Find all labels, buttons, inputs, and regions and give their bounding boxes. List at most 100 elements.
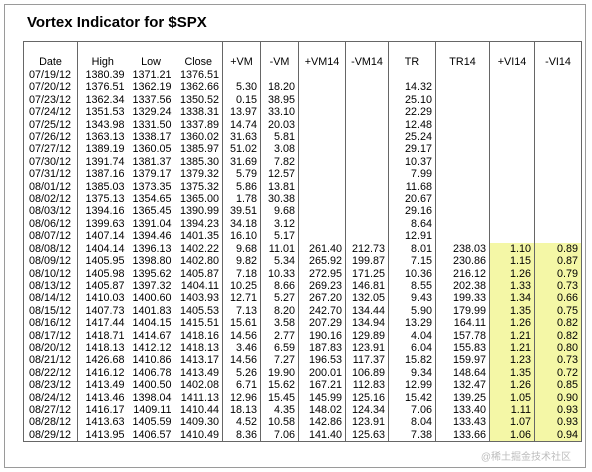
table-row: 08/07/12 1407.14 1394.46 1401.35 16.10 5.17 12… xyxy=(23,230,582,243)
value-cell: 1413.46 xyxy=(77,391,128,404)
value-cell xyxy=(435,93,490,107)
value-cell xyxy=(298,180,346,194)
value-cell: 1410.44 xyxy=(179,403,219,416)
date-cell: 07/19/12 xyxy=(23,69,78,82)
value-cell xyxy=(345,217,389,231)
value-cell: 1400.50 xyxy=(132,379,172,392)
value-cell xyxy=(534,131,582,144)
value-cell xyxy=(298,118,346,132)
value-cell: 8.20 xyxy=(260,304,299,318)
value-cell: 5.79 xyxy=(222,168,261,181)
value-cell: 9.43 xyxy=(388,292,436,305)
value-cell: 1389.19 xyxy=(77,143,128,156)
value-cell: 1354.65 xyxy=(132,193,172,206)
table-row: 08/15/12 1407.73 1401.83 1405.53 7.13 8.20 242… xyxy=(23,304,582,318)
date-cell: 08/24/12 xyxy=(23,391,78,404)
value-cell: 7.99 xyxy=(388,168,436,181)
value-cell xyxy=(534,230,582,243)
value-cell xyxy=(298,131,346,144)
value-cell: 1.06 xyxy=(489,428,535,443)
value-cell: 1.21 xyxy=(489,329,535,342)
value-cell: 124.34 xyxy=(345,403,389,417)
value-cell xyxy=(534,93,582,107)
value-cell xyxy=(489,106,535,119)
value-cell xyxy=(489,193,535,206)
value-cell: 1.07 xyxy=(489,416,535,429)
value-cell: 196.53 xyxy=(298,354,346,367)
value-cell: 14.32 xyxy=(388,81,436,94)
value-cell: 0.82 xyxy=(534,317,582,330)
value-cell: 1351.53 xyxy=(77,106,128,119)
value-cell: 13.97 xyxy=(222,106,261,119)
date-cell: 07/23/12 xyxy=(23,93,78,107)
value-cell: 133.66 xyxy=(435,428,490,443)
value-cell xyxy=(222,69,261,82)
value-cell: 5.90 xyxy=(388,304,436,318)
date-cell: 07/30/12 xyxy=(23,155,78,169)
value-cell: 1380.39 xyxy=(77,69,128,82)
value-cell: 267.20 xyxy=(298,292,346,305)
value-cell: 38.95 xyxy=(260,93,299,107)
value-cell xyxy=(435,180,490,194)
value-cell: 6.59 xyxy=(260,341,299,355)
value-cell: 1338.17 xyxy=(132,131,172,144)
value-cell: 1413.63 xyxy=(77,416,128,429)
value-cell: 1407.73 xyxy=(77,304,128,318)
value-cell: 142.86 xyxy=(298,416,346,429)
column-header: -VM14 xyxy=(345,41,389,69)
value-cell: 12.99 xyxy=(388,379,436,392)
column-header: TR14 xyxy=(435,41,490,69)
value-cell xyxy=(345,205,389,218)
value-cell: 8.55 xyxy=(388,279,436,293)
date-cell: 08/06/12 xyxy=(23,217,78,231)
table-row: 08/02/12 1375.13 1354.65 1365.00 1.78 30.38 20… xyxy=(23,193,582,206)
value-cell: 3.08 xyxy=(260,143,299,156)
value-cell: 1.23 xyxy=(489,354,535,367)
value-cell xyxy=(298,205,346,218)
value-cell: 1375.32 xyxy=(179,180,219,193)
value-cell: 10.36 xyxy=(388,267,436,280)
value-cell: 190.16 xyxy=(298,329,346,342)
value-cell: 7.15 xyxy=(388,255,436,268)
value-cell: 7.82 xyxy=(260,155,299,169)
value-cell: 1385.03 xyxy=(77,180,128,194)
value-cell: 1.35 xyxy=(489,304,535,318)
table-row: 07/27/12 1389.19 1360.05 1385.97 51.02 3.08 29… xyxy=(23,143,582,156)
value-cell: 20.03 xyxy=(260,118,299,132)
value-cell xyxy=(345,155,389,169)
table-row: 08/14/12 1410.03 1400.60 1403.93 12.71 5.27 26… xyxy=(23,292,582,305)
value-cell: 15.82 xyxy=(388,354,436,367)
value-cell: 1360.02 xyxy=(179,131,219,144)
value-cell: 5.81 xyxy=(260,131,299,144)
table-row: 08/21/12 1426.68 1410.86 1413.17 14.56 7.27 19… xyxy=(23,354,582,367)
column-header: -VM xyxy=(260,41,299,69)
value-cell xyxy=(435,230,490,243)
value-cell: 1409.11 xyxy=(133,403,172,416)
value-cell: 0.90 xyxy=(534,391,582,404)
value-cell: 9.82 xyxy=(222,255,261,268)
date-cell: 08/02/12 xyxy=(23,193,78,206)
value-cell xyxy=(489,205,535,218)
value-cell: 1391.04 xyxy=(132,217,172,230)
value-cell: 14.74 xyxy=(222,118,261,132)
value-cell: 5.17 xyxy=(260,230,299,243)
value-cell: 3.58 xyxy=(260,317,299,330)
value-cell: 4.35 xyxy=(260,403,299,417)
value-cell: 1376.51 xyxy=(179,69,219,81)
value-cell: 18.13 xyxy=(222,403,261,417)
value-cell: 1365.00 xyxy=(179,193,219,206)
value-cell: 16.10 xyxy=(222,230,261,243)
value-cell: 187.83 xyxy=(298,341,346,355)
value-cell xyxy=(489,131,535,144)
table-row: 08/09/12 1405.95 1398.80 1402.80 9.82 5.34 265… xyxy=(23,255,582,268)
value-cell: 33.10 xyxy=(260,106,299,119)
value-cell: 4.04 xyxy=(388,329,436,342)
value-cell: 0.85 xyxy=(534,379,582,392)
value-cell xyxy=(345,193,389,206)
value-cell: 1405.87 xyxy=(179,267,219,280)
value-cell xyxy=(489,180,535,194)
value-cell xyxy=(435,81,490,94)
value-cell: 129.89 xyxy=(345,329,389,342)
value-cell: 12.48 xyxy=(388,118,436,132)
value-cell: 0.94 xyxy=(534,428,582,443)
